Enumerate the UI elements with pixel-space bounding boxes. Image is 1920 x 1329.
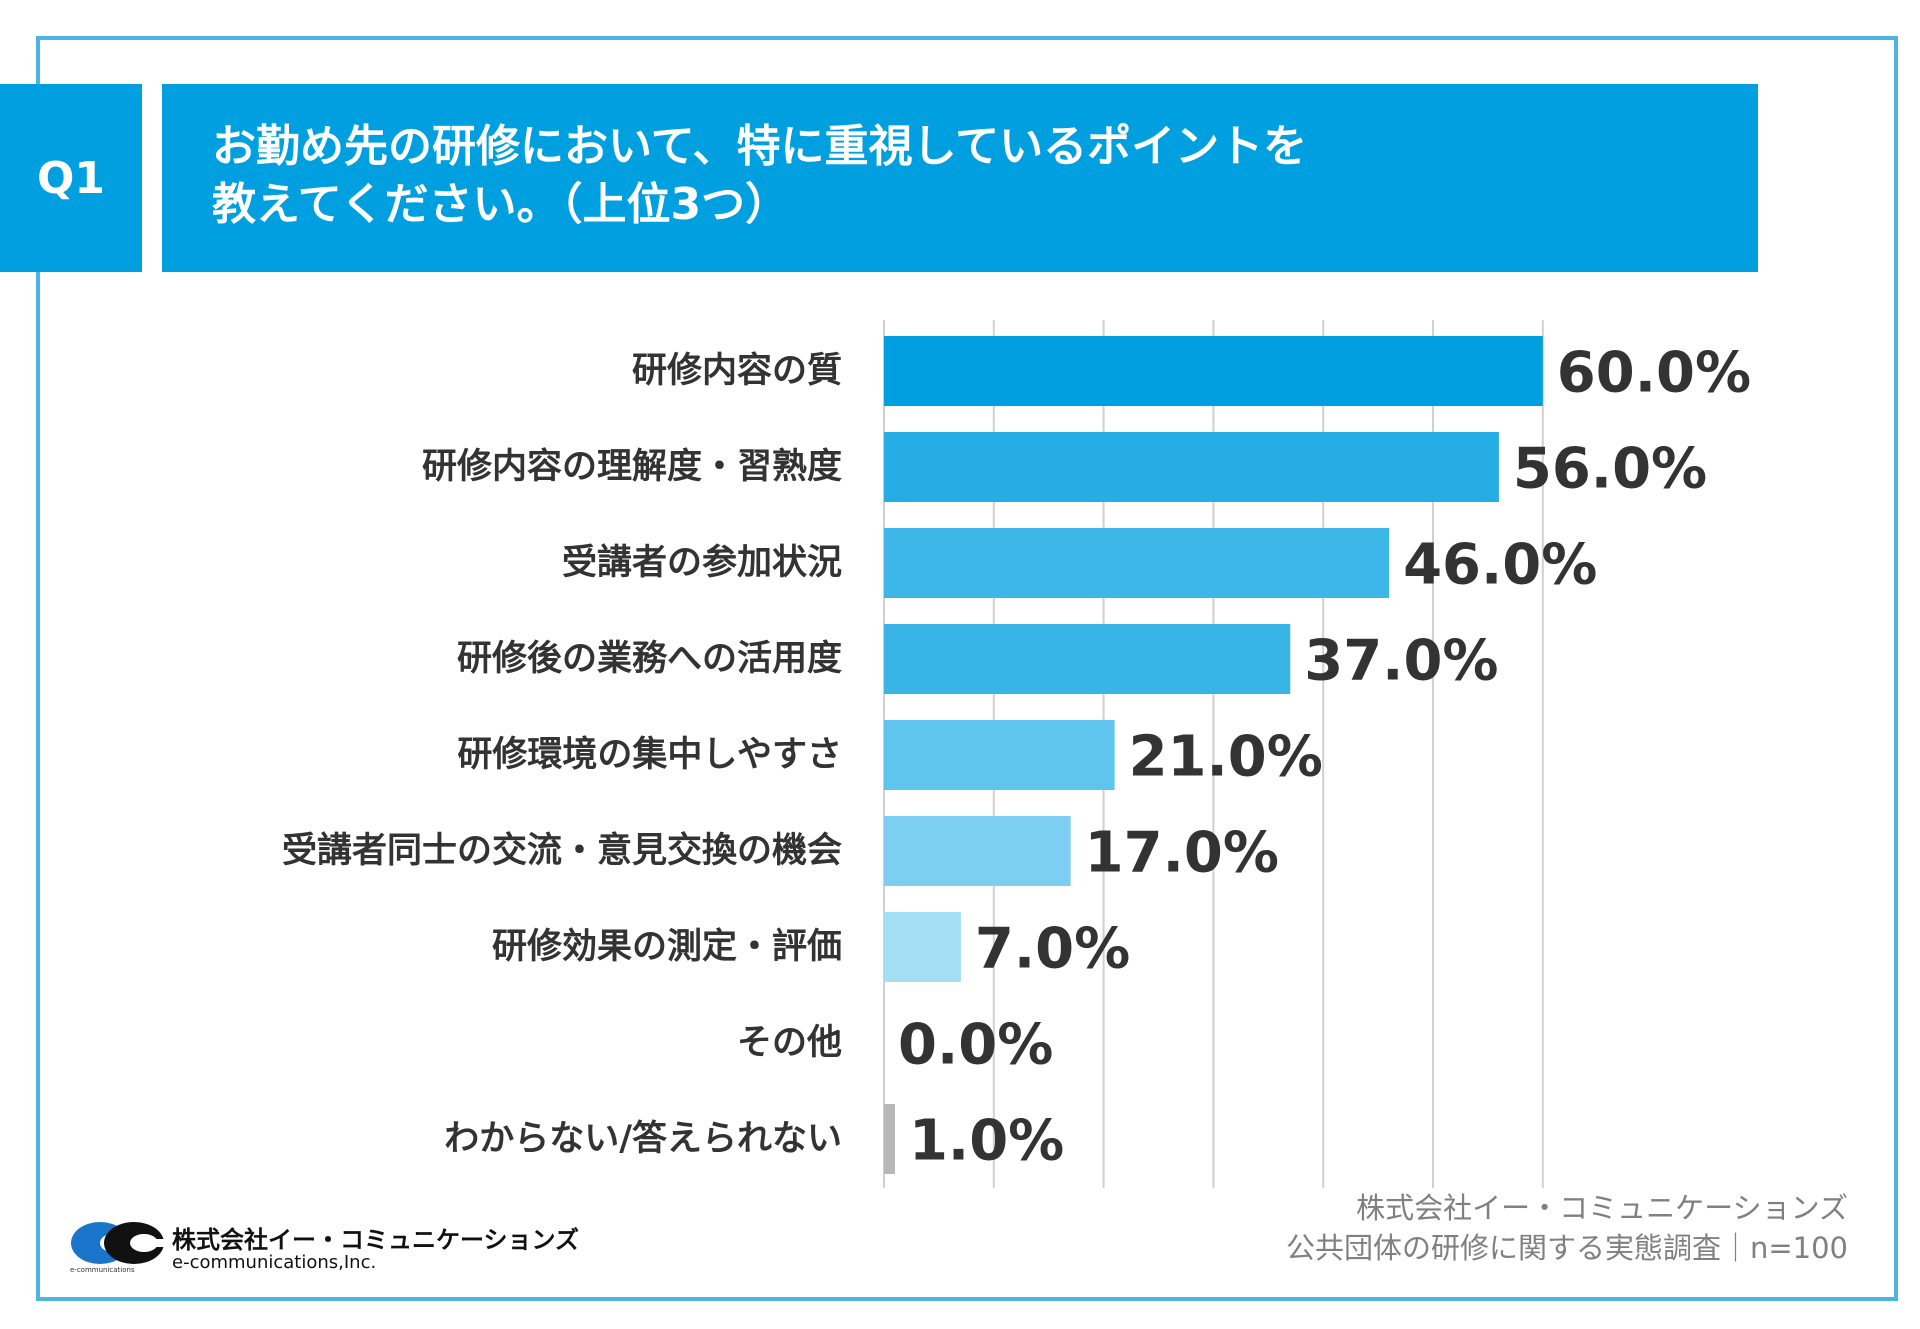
bar: [884, 624, 1291, 694]
logo-name-ja: 株式会社イー・コミュニケーションズ: [172, 1226, 580, 1254]
category-label: 研修効果の測定・評価: [492, 927, 842, 967]
category-label: 受講者同士の交流・意見交換の機会: [282, 830, 842, 871]
bar: [884, 1104, 895, 1174]
source-company: 株式会社イー・コミュニケーションズ: [1356, 1191, 1848, 1225]
bar: [884, 528, 1390, 598]
logo-small-text: e-communications: [70, 1266, 135, 1274]
value-label: 17.0%: [1085, 821, 1279, 886]
bar: [884, 336, 1543, 406]
logo-name-en: e-communications,Inc.: [172, 1252, 377, 1273]
category-label: わからない/答えられない: [444, 1119, 842, 1159]
bar: [884, 816, 1071, 886]
company-logo: 株式会社イー・コミュニケーションズ e-communications,Inc. …: [70, 1216, 579, 1276]
bar: [884, 720, 1115, 790]
bar: [884, 432, 1499, 502]
bar: [884, 912, 961, 982]
category-label: 受講者の参加状況: [562, 542, 842, 583]
value-label: 60.0%: [1557, 341, 1751, 406]
source-note: 株式会社イー・コミュニケーションズ 公共団体の研修に関する実態調査｜n=100: [1286, 1188, 1848, 1268]
question-title-line-2: 教えてください。（上位3つ）: [212, 179, 790, 230]
value-label: 7.0%: [975, 917, 1130, 982]
category-label: 研修内容の質: [632, 351, 842, 391]
category-label: 研修内容の理解度・習熟度: [422, 447, 842, 487]
logo-mark-icon: [71, 1222, 168, 1264]
category-label: その他: [737, 1023, 842, 1063]
category-label: 研修後の業務への活用度: [457, 639, 842, 679]
value-label: 1.0%: [909, 1109, 1064, 1174]
value-label: 0.0%: [898, 1013, 1053, 1078]
value-label: 21.0%: [1129, 725, 1323, 790]
outer-frame: [36, 36, 1898, 1301]
source-survey: 公共団体の研修に関する実態調査｜n=100: [1285, 1231, 1848, 1265]
question-title-line-1: お勤め先の研修において、特に重視しているポイントを: [212, 121, 1308, 172]
value-label: 37.0%: [1304, 629, 1498, 694]
question-badge: Q1: [0, 84, 142, 272]
category-label: 研修環境の集中しやすさ: [457, 735, 842, 775]
question-title: お勤め先の研修において、特に重視しているポイントを 教えてください。（上位3つ）: [162, 84, 1758, 272]
value-label: 56.0%: [1513, 437, 1707, 502]
value-label: 46.0%: [1403, 533, 1597, 598]
